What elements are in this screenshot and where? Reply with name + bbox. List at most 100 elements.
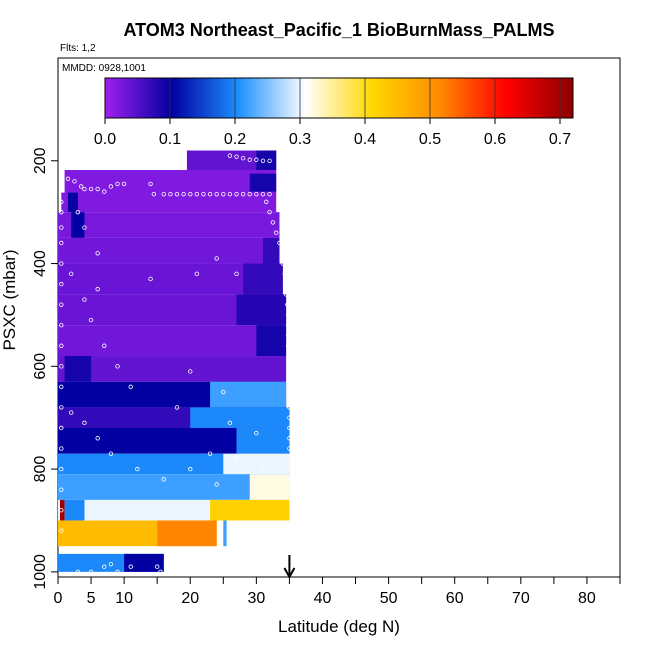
x-tick-label: 70 <box>512 590 530 607</box>
data-point <box>287 425 292 431</box>
data-point <box>72 179 77 184</box>
data-point <box>286 353 291 359</box>
heatmap-cell <box>256 325 287 357</box>
y-axis-label: PSXC (mbar) <box>0 249 19 350</box>
x-tick-label: 40 <box>314 590 332 607</box>
data-point <box>59 209 64 215</box>
data-point <box>59 281 64 287</box>
data-point <box>181 191 186 197</box>
heatmap-cell <box>124 553 164 572</box>
data-point <box>115 364 120 369</box>
heatmap-cell <box>210 499 290 521</box>
data-point <box>214 256 219 261</box>
data-point <box>75 569 81 575</box>
data-point <box>82 186 87 192</box>
data-point <box>234 191 239 197</box>
data-point <box>59 302 64 307</box>
heatmap-cell <box>249 173 277 192</box>
y-tick-label: 800 <box>32 456 49 483</box>
data-point <box>188 466 193 472</box>
data-point <box>254 157 259 162</box>
data-point <box>287 466 292 472</box>
data-point <box>148 181 153 187</box>
data-point <box>283 292 289 297</box>
heatmap-cell <box>61 192 277 213</box>
colorbar-tick-label: 0.2 <box>224 131 246 148</box>
data-point <box>135 466 140 472</box>
data-point <box>59 425 64 431</box>
data-point <box>240 156 246 161</box>
heatmap-cell <box>190 407 290 428</box>
data-point <box>168 191 173 197</box>
data-point <box>75 209 81 215</box>
heatmap-cell <box>58 237 280 264</box>
data-point <box>260 466 266 472</box>
date-note: MMDD: 0928,1001 <box>62 63 146 74</box>
data-point <box>267 209 272 215</box>
data-point <box>128 564 133 569</box>
data-point <box>234 456 239 462</box>
data-point <box>240 191 246 197</box>
data-point <box>285 343 291 348</box>
heatmap-cell <box>59 499 65 521</box>
data-point <box>88 317 94 323</box>
heatmap-cell <box>64 499 85 521</box>
data-point <box>287 436 292 441</box>
data-point <box>161 477 166 482</box>
data-point <box>59 384 64 390</box>
data-point <box>283 281 289 287</box>
data-point <box>227 420 233 426</box>
data-point <box>273 230 279 235</box>
heatmap-cell <box>186 150 277 172</box>
data-point <box>59 364 64 369</box>
colorbar: 0.0 0.1 0.2 0.3 0.4 0.5 0.6 0.7 <box>94 77 574 148</box>
observation-points <box>59 153 292 575</box>
data-point <box>174 405 180 410</box>
heatmap-cell <box>210 381 287 408</box>
data-point <box>260 158 266 163</box>
heatmap-cell <box>262 237 280 264</box>
heatmap-cell <box>223 520 227 547</box>
data-point <box>282 271 287 277</box>
data-point <box>254 191 259 197</box>
data-point <box>69 410 74 415</box>
data-point <box>161 191 166 197</box>
colorbar-tick-label: 0.0 <box>94 131 116 148</box>
colorbar-dividers <box>169 78 561 118</box>
data-point <box>82 420 87 426</box>
data-point <box>270 220 276 225</box>
x-tick-label: 30 <box>247 590 265 607</box>
heatmap-cell <box>157 520 217 547</box>
y-tick-label: 1000 <box>32 554 49 590</box>
heatmap-cell <box>243 263 283 295</box>
heatmap-cell <box>256 150 277 172</box>
data-point <box>234 271 239 277</box>
y-axis: 200 400 600 800 1000 <box>32 147 58 590</box>
data-point <box>194 191 200 197</box>
data-point <box>158 569 163 575</box>
data-point <box>227 153 233 158</box>
data-point <box>59 240 64 246</box>
data-point <box>151 191 157 197</box>
data-point <box>59 466 64 472</box>
data-point <box>207 451 213 456</box>
data-point <box>264 199 269 205</box>
data-point <box>102 189 107 194</box>
heatmap-cell <box>71 212 85 238</box>
data-point <box>201 191 206 197</box>
colorbar-tick-label: 0.4 <box>354 131 376 148</box>
heatmap-cell <box>67 192 78 213</box>
data-point <box>287 477 292 482</box>
data-point <box>59 225 64 230</box>
data-point <box>102 343 107 348</box>
data-point <box>285 333 291 338</box>
heatmap-cell <box>236 427 290 454</box>
chart-title: ATOM3 Northeast_Pacific_1 BioBurnMass_PA… <box>123 20 554 40</box>
heatmap-cell <box>64 356 92 382</box>
heatmap-cell <box>223 453 290 475</box>
data-point <box>59 405 64 410</box>
data-point <box>254 430 259 436</box>
data-point <box>88 186 94 192</box>
data-point <box>188 191 193 197</box>
data-point <box>102 564 107 569</box>
